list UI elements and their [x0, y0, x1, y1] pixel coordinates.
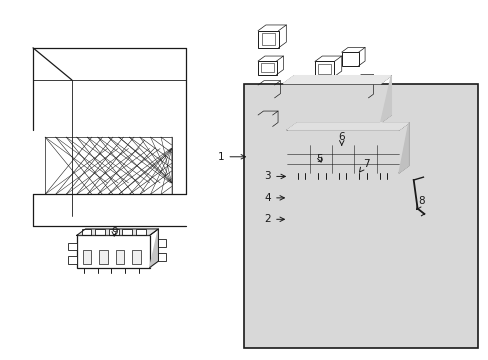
Bar: [68, 256, 77, 264]
Bar: [132, 249, 141, 264]
Bar: [359, 118, 368, 122]
Text: 2: 2: [264, 214, 284, 224]
Bar: [158, 253, 166, 261]
Bar: [318, 118, 327, 122]
Text: 8: 8: [416, 197, 425, 210]
Polygon shape: [77, 229, 158, 235]
Bar: [356, 78, 368, 98]
Bar: [68, 243, 77, 250]
Bar: [283, 84, 380, 123]
Bar: [81, 229, 91, 235]
Polygon shape: [398, 123, 408, 173]
Bar: [261, 63, 273, 72]
Bar: [273, 111, 283, 119]
Polygon shape: [149, 229, 158, 267]
Bar: [258, 61, 276, 75]
Polygon shape: [287, 123, 408, 130]
Bar: [258, 115, 272, 126]
Bar: [297, 118, 307, 122]
Bar: [390, 104, 399, 112]
Bar: [379, 118, 388, 122]
Text: 5: 5: [316, 154, 323, 163]
Bar: [77, 235, 149, 267]
Bar: [276, 148, 287, 157]
Bar: [305, 96, 353, 114]
Bar: [82, 249, 91, 264]
Bar: [273, 89, 283, 96]
Bar: [318, 64, 330, 74]
Bar: [390, 86, 399, 94]
Text: 4: 4: [264, 193, 284, 203]
Bar: [273, 100, 283, 108]
Bar: [276, 160, 287, 169]
Bar: [258, 31, 278, 48]
Bar: [244, 84, 477, 348]
Bar: [360, 123, 374, 129]
Bar: [338, 118, 348, 122]
Bar: [99, 249, 108, 264]
Bar: [45, 137, 171, 194]
Bar: [357, 122, 370, 130]
Text: 7: 7: [359, 159, 368, 172]
Bar: [377, 122, 390, 130]
Text: 6: 6: [338, 132, 345, 145]
Bar: [258, 85, 274, 98]
Bar: [290, 123, 305, 129]
Bar: [336, 122, 350, 130]
Text: 3: 3: [264, 171, 285, 181]
Bar: [261, 33, 275, 45]
Polygon shape: [283, 76, 390, 84]
Bar: [109, 229, 118, 235]
Bar: [316, 122, 329, 130]
Bar: [314, 62, 334, 76]
Bar: [341, 52, 358, 66]
Text: 9: 9: [111, 227, 117, 237]
Bar: [122, 229, 132, 235]
Bar: [313, 123, 328, 129]
Bar: [295, 122, 309, 130]
Polygon shape: [380, 76, 390, 123]
Bar: [276, 135, 287, 144]
Bar: [337, 123, 351, 129]
Bar: [158, 239, 166, 247]
Bar: [95, 229, 105, 235]
Text: 1: 1: [217, 152, 245, 162]
Bar: [136, 229, 145, 235]
Bar: [116, 249, 124, 264]
Bar: [287, 130, 398, 173]
